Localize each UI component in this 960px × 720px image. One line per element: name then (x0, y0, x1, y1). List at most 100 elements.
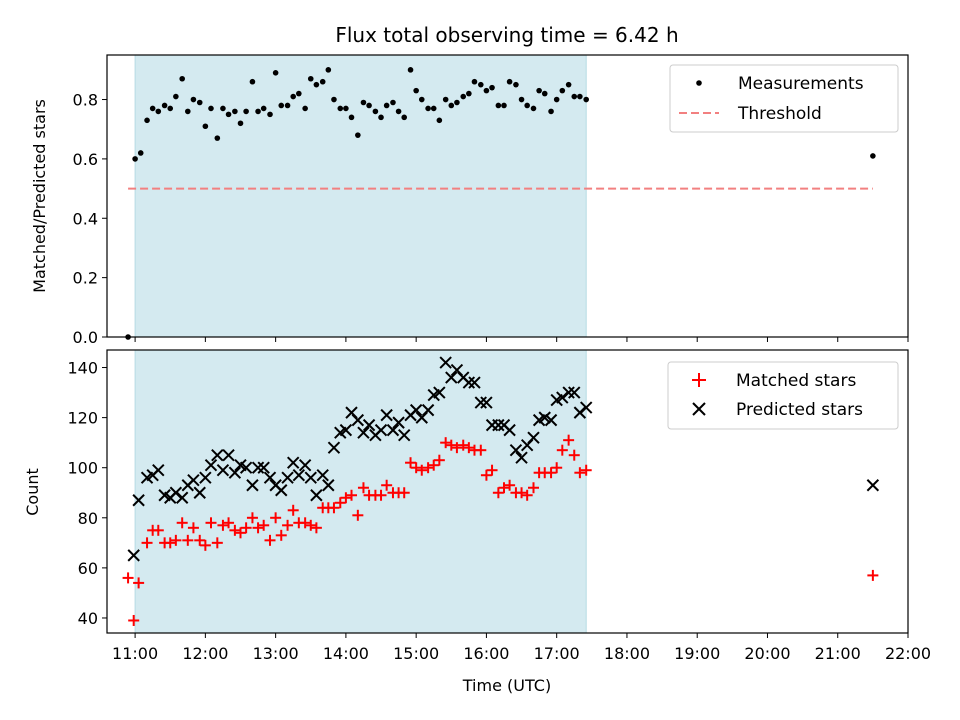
predicted-star-point (866, 479, 880, 492)
top-y-ticks: 0.0 0.2 0.4 0.6 0.8 (73, 91, 107, 347)
matched-star-point (527, 482, 539, 494)
measurements-series (125, 67, 876, 340)
top-panel: 0.00.20.40.60.8 Matched/Predicted stars … (30, 54, 909, 347)
matched-star-point (299, 517, 311, 529)
measurement-point (513, 81, 519, 88)
measurement-point (325, 67, 332, 73)
predicted-star-point (351, 413, 365, 427)
matched-star-point (334, 497, 346, 509)
predicted-star-point (380, 408, 393, 422)
predicted-star-point (362, 418, 376, 432)
measurement-point (413, 87, 419, 94)
legend-matched-label: Matched stars (736, 371, 856, 391)
predicted-star-point (292, 469, 306, 482)
x-tick-label: 12:00 (182, 644, 228, 663)
matched-star-point (545, 467, 557, 479)
measurement-point (214, 135, 221, 141)
matched-star-point (445, 439, 457, 451)
legend-threshold-label: Threshold (737, 104, 822, 124)
measurement-point (425, 105, 431, 112)
x-tick-label: 16:00 (463, 644, 509, 663)
matched-star-point (357, 482, 369, 494)
measurement-point (541, 90, 548, 97)
x-tick-label: 13:00 (253, 644, 299, 663)
measurement-point (430, 105, 437, 112)
matched-star-point (580, 464, 592, 476)
measurement-point (518, 96, 525, 103)
top-shaded-span (134, 54, 587, 338)
measurement-point (185, 108, 191, 115)
predicted-star-point (263, 471, 277, 484)
legend-predicted-marker (692, 402, 706, 416)
predicted-star-point (187, 474, 200, 487)
measurement-point (260, 105, 267, 112)
measurement-point (501, 102, 507, 109)
predicted-star-point (468, 376, 481, 389)
measurement-point (489, 84, 495, 91)
matched-star-point (463, 442, 475, 454)
matched-star-point (521, 489, 533, 501)
measurement-point (278, 102, 285, 109)
matched-star-point (551, 462, 563, 474)
measurement-point (237, 120, 244, 127)
matched-star-point (305, 519, 317, 531)
predicted-star-point (374, 423, 388, 437)
matched-star-point (282, 519, 294, 531)
measurement-point (348, 114, 355, 121)
measurement-point (418, 96, 425, 103)
predicted-star-point (239, 461, 253, 474)
predicted-star-point (251, 461, 265, 474)
measurement-point (284, 102, 291, 109)
measurement-point (232, 108, 238, 115)
predicted-star-point (193, 486, 206, 499)
measurement-point (331, 96, 337, 103)
predicted-star-point (398, 428, 411, 442)
predicted-star-point (568, 386, 581, 399)
predicted-star-point (339, 423, 353, 437)
matched-star-point (352, 509, 364, 521)
predicted-star-point (228, 466, 242, 479)
measurement-point (319, 78, 326, 85)
predicted-star-point (480, 396, 493, 409)
measurement-point (442, 96, 449, 103)
bottom-y-axis-label: Count (23, 468, 42, 516)
legend-predicted-label: Predicted stars (736, 400, 863, 420)
predicted-star-point (421, 403, 435, 417)
predicted-star-point (222, 448, 235, 462)
measurement-point (337, 105, 344, 112)
matched-star-point (574, 467, 586, 479)
measurement-point (372, 108, 379, 115)
matched-star-point (433, 454, 445, 466)
predicted-star-point (515, 451, 528, 464)
matched-star-point (235, 527, 246, 539)
matched-star-point (451, 442, 463, 454)
matched-star-point (287, 504, 299, 516)
measurement-point (401, 114, 408, 121)
chart-title: Flux total observing time = 6.42 h (335, 23, 678, 47)
predicted-star-point (322, 479, 335, 492)
predicted-star-point (304, 471, 317, 484)
x-tick-label: 19:00 (674, 644, 720, 663)
predicted-star-point (175, 491, 189, 504)
y-tick-label: 0.2 (73, 269, 98, 288)
matched-star-point (194, 534, 206, 546)
x-tick-label: 20:00 (744, 644, 790, 663)
measurement-point (272, 70, 279, 76)
measurement-point (220, 105, 226, 112)
y-tick-label: 120 (67, 409, 98, 428)
measurement-point (161, 102, 168, 109)
measurement-point (296, 90, 302, 97)
predicted-star-point (544, 413, 558, 427)
x-tick-label: 21:00 (815, 644, 861, 663)
matched-star-point (410, 462, 422, 474)
measurement-point (548, 108, 554, 115)
bottom-y-ticks: 40 60 80 100 120 140 (67, 359, 107, 628)
measurement-point (144, 117, 150, 124)
top-y-axis-label: Matched/Predicted stars (30, 99, 49, 293)
measurement-point (436, 117, 443, 124)
predicted-star-point (433, 386, 446, 399)
matched-star-point (556, 444, 568, 456)
y-tick-label: 0.4 (73, 209, 98, 228)
predicted-star-point (152, 464, 165, 477)
matched-star-point (328, 502, 340, 514)
